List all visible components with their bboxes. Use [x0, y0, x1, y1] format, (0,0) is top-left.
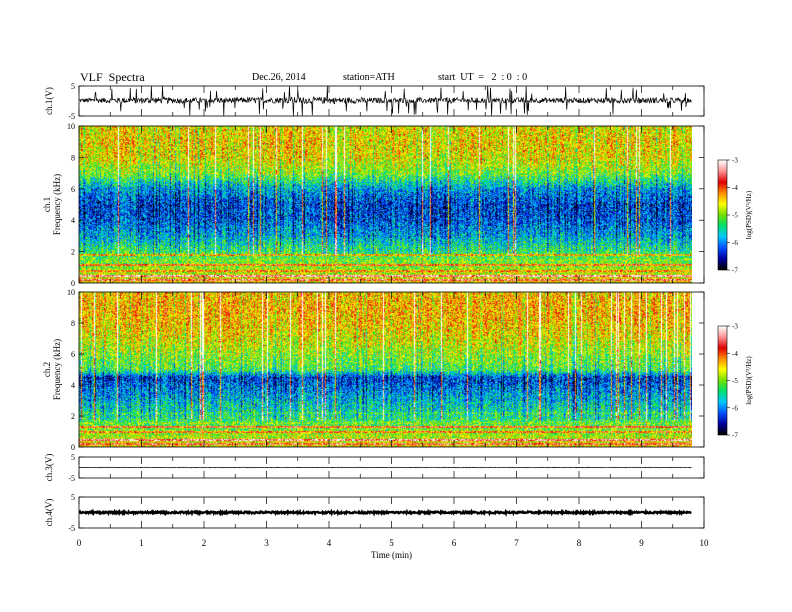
- y-tick-label: 8: [71, 319, 75, 328]
- ch1-spectrogram-ylabel-freq: Frequency (kHz): [52, 174, 62, 235]
- x-axis-label: Time (min): [371, 550, 412, 560]
- ch2-spectrogram-ylabel-freq: Frequency (kHz): [52, 339, 62, 400]
- x-tick-label: 1: [139, 538, 144, 548]
- colorbar-tick-label: -6: [732, 239, 738, 247]
- ch2-spectrogram-image: [79, 292, 692, 447]
- ch3-waveform-ylabel: ch.3(V): [44, 454, 54, 482]
- y-tick-label: 0: [71, 279, 75, 288]
- x-tick-label: 10: [700, 538, 710, 548]
- colorbar-tick-label: -4: [732, 350, 738, 358]
- x-tick-label: 4: [327, 538, 332, 548]
- ch4-waveform-ylabel: ch.4(V): [44, 499, 54, 527]
- ch1-spectrogram-ylabel: ch.1: [42, 197, 52, 212]
- colorbar-tick-label: -7: [732, 267, 738, 275]
- ch1-waveform-trace: [78, 85, 692, 117]
- x-tick-label: 8: [577, 538, 582, 548]
- ch2-spectrogram-colorbar: [718, 326, 727, 435]
- y-tick-label: 4: [71, 381, 75, 390]
- colorbar-tick-label: -5: [732, 377, 738, 385]
- station-label: station=ATH: [343, 72, 395, 83]
- y-tick-label: 0: [71, 443, 75, 452]
- colorbar-tick-label: -7: [732, 432, 738, 440]
- y-tick-label: 10: [67, 288, 75, 297]
- y-tick-label: 8: [71, 153, 75, 162]
- y-tick-label: 10: [67, 122, 75, 131]
- colorbar-tick-label: -6: [732, 404, 738, 412]
- colorbar-label: log(PSD)(V²/Hz): [745, 356, 753, 405]
- y-tick-label: -5: [68, 112, 75, 121]
- x-tick-label: 2: [202, 538, 207, 548]
- figure-title: VLF Spectra: [80, 70, 145, 84]
- x-tick-label: 9: [639, 538, 644, 548]
- colorbar-tick-label: -4: [732, 184, 738, 192]
- y-tick-label: 2: [71, 248, 75, 257]
- colorbar-tick-label: -3: [732, 323, 738, 331]
- colorbar-tick-label: -3: [732, 157, 738, 165]
- y-tick-label: -5: [68, 474, 75, 483]
- y-tick-label: 5: [71, 82, 75, 91]
- ch4-waveform-trace: [78, 508, 692, 518]
- y-tick-label: 4: [71, 216, 75, 225]
- y-tick-label: 6: [71, 185, 75, 194]
- ch1-waveform-ylabel: ch.1(V): [44, 87, 54, 115]
- ch3-waveform-trace: [78, 466, 692, 469]
- x-tick-label: 7: [514, 538, 519, 548]
- y-tick-label: -5: [68, 524, 75, 533]
- x-tick-label: 0: [77, 538, 82, 548]
- y-tick-label: 6: [71, 350, 75, 359]
- ch1-spectrogram-colorbar: [718, 160, 727, 270]
- start-time-label: start UT = 2 : 0 : 0: [438, 72, 528, 83]
- x-tick-label: 3: [264, 538, 269, 548]
- y-tick-label: 5: [71, 453, 75, 462]
- colorbar-label: log(PSD)(V²/Hz): [745, 190, 753, 239]
- x-tick-label: 6: [452, 538, 457, 548]
- colorbar-tick-label: -5: [732, 212, 738, 220]
- date-label: Dec.26, 2014: [252, 72, 306, 83]
- y-tick-label: 2: [71, 412, 75, 421]
- ch1-spectrogram-image: [79, 126, 692, 283]
- y-tick-label: 5: [71, 493, 75, 502]
- x-tick-label: 5: [389, 538, 394, 548]
- ch2-spectrogram-ylabel: ch.2: [42, 362, 52, 377]
